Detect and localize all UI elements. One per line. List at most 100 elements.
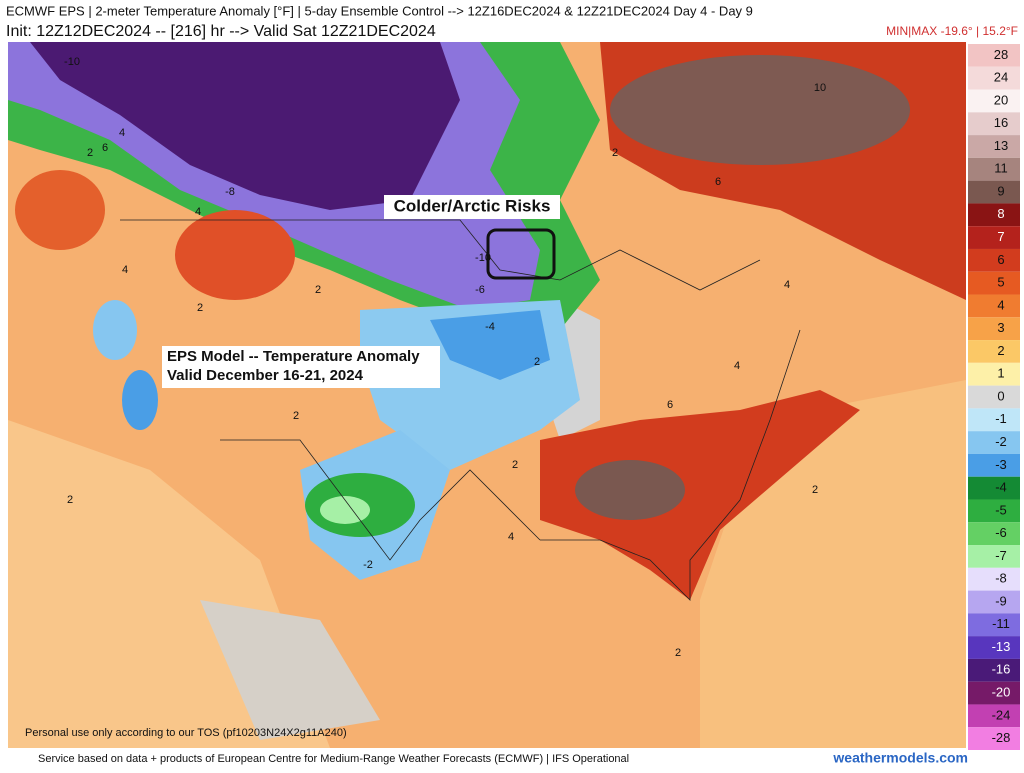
colorbar-label: -2 bbox=[995, 434, 1007, 449]
colorbar-cell bbox=[968, 499, 1020, 523]
risk-box bbox=[486, 228, 556, 280]
brown-region bbox=[575, 460, 685, 520]
border-line bbox=[220, 439, 541, 561]
contour-label: 4 bbox=[195, 206, 201, 218]
colorbar-label: 5 bbox=[997, 275, 1004, 290]
model-label: EPS Model -- Temperature Anomaly bbox=[167, 348, 420, 365]
colorbar-cell bbox=[968, 248, 1020, 272]
colorbar-label: -9 bbox=[995, 593, 1007, 608]
colorbar-cell bbox=[968, 112, 1020, 136]
colorbar-label: 11 bbox=[994, 161, 1008, 176]
colorbar-cell bbox=[968, 89, 1020, 113]
colorbar-cell bbox=[968, 203, 1020, 227]
colorbar-label: 0 bbox=[997, 388, 1004, 403]
colorbar-label: 28 bbox=[994, 47, 1008, 62]
blue-patch bbox=[122, 370, 158, 430]
colorbar-cell bbox=[968, 636, 1020, 659]
colorbar-cell bbox=[968, 180, 1020, 204]
colorbar-cell bbox=[968, 362, 1020, 386]
colorbar-cell bbox=[968, 271, 1020, 295]
model-label-bg bbox=[162, 346, 440, 388]
colorbar-cell bbox=[968, 658, 1020, 682]
colorbar-cell bbox=[968, 226, 1020, 249]
contour-label: 2 bbox=[512, 459, 518, 471]
colorbar-cell bbox=[968, 613, 1020, 637]
contour-label: 4 bbox=[122, 264, 128, 276]
colorbar-label: 24 bbox=[994, 70, 1008, 85]
colorbar-cell bbox=[968, 66, 1020, 90]
colorbar-cell bbox=[968, 340, 1020, 363]
contour-label: 2 bbox=[293, 410, 299, 422]
contour-label: 2 bbox=[197, 302, 203, 314]
colorbar-label: -24 bbox=[992, 707, 1011, 722]
contour-label: 6 bbox=[667, 399, 673, 411]
colorbar-cell bbox=[968, 431, 1020, 454]
contour-label: 6 bbox=[715, 176, 721, 188]
colorbar-cell bbox=[968, 135, 1020, 158]
contour-label: 6 bbox=[102, 142, 108, 154]
brown-region bbox=[610, 55, 910, 165]
blue-core bbox=[430, 310, 550, 380]
coast-line bbox=[540, 329, 801, 601]
colorbar-cell bbox=[968, 385, 1020, 409]
warm-patch bbox=[175, 210, 295, 300]
contour-label: 2 bbox=[612, 147, 618, 159]
colorbar-cell bbox=[968, 545, 1020, 568]
colorbar-label: -1 bbox=[995, 411, 1007, 426]
colorbar-label: -3 bbox=[995, 457, 1007, 472]
init-line: Init: 12Z12DEC2024 -- [216] hr --> Valid… bbox=[6, 23, 436, 40]
colorbar-label: 2 bbox=[997, 343, 1004, 358]
valid-label: Valid December 16-21, 2024 bbox=[167, 367, 364, 384]
border-line bbox=[120, 219, 761, 291]
colorbar-label: 8 bbox=[997, 206, 1004, 221]
colorbar-cell bbox=[968, 476, 1020, 500]
colorbar-label: 20 bbox=[994, 92, 1008, 107]
colorbar-cell bbox=[968, 522, 1020, 546]
colorbar-label: -7 bbox=[995, 548, 1007, 563]
title: ECMWF EPS | 2-meter Temperature Anomaly … bbox=[6, 3, 753, 18]
colorbar: 28 24 20 16 13 11 9 8 7 6 5 4 3 2 1 0 -1 -2 -3 -4 -5 -6 -7 -8 -9… bbox=[968, 44, 1020, 750]
contour-label: 2 bbox=[315, 284, 321, 296]
colorbar-cell bbox=[968, 294, 1020, 318]
colorbar-cell bbox=[968, 567, 1020, 591]
colorbar-label: -13 bbox=[992, 639, 1011, 654]
contour-label: 4 bbox=[784, 279, 790, 291]
colorbar-label: -6 bbox=[995, 525, 1007, 540]
purple-region bbox=[30, 42, 460, 210]
colorbar-label: 13 bbox=[994, 138, 1008, 153]
contour-label: -10 bbox=[64, 56, 80, 68]
contour-label: 2 bbox=[67, 494, 73, 506]
contour-label: -6 bbox=[475, 284, 485, 296]
min-max: MIN|MAX -19.6° | 15.2°F bbox=[886, 24, 1018, 38]
colorbar-cell bbox=[968, 681, 1020, 705]
colorbar-label: -8 bbox=[995, 571, 1007, 586]
neutral-area bbox=[200, 600, 380, 740]
contour-label: 4 bbox=[119, 127, 125, 139]
source-note: Service based on data + products of Euro… bbox=[38, 753, 629, 765]
colorbar-label: -4 bbox=[995, 480, 1007, 495]
colorbar-label: 6 bbox=[997, 252, 1004, 267]
tos-note: Personal use only according to our TOS (… bbox=[25, 727, 347, 739]
colorbar-cell bbox=[968, 157, 1020, 181]
contour-label: -2 bbox=[363, 559, 373, 571]
colorbar-label: -11 bbox=[992, 616, 1010, 631]
warm-region bbox=[540, 390, 860, 600]
colorbar-label: -28 bbox=[992, 730, 1011, 745]
colorbar-cell bbox=[968, 453, 1020, 477]
blue-patch bbox=[93, 300, 137, 360]
colorbar-label: 7 bbox=[997, 229, 1004, 244]
colorbar-label: -16 bbox=[992, 662, 1011, 677]
contour-label: 4 bbox=[734, 360, 740, 372]
contour-label: 2 bbox=[87, 147, 93, 159]
colorbar-cell bbox=[968, 44, 1020, 67]
colorbar-label: 16 bbox=[994, 115, 1008, 130]
contour-label: 2 bbox=[534, 356, 540, 368]
colorbar-label: 4 bbox=[997, 297, 1004, 312]
colorbar-cell bbox=[968, 317, 1020, 341]
site-name: weathermodels.com bbox=[832, 750, 968, 766]
colorbar-label: 9 bbox=[997, 183, 1004, 198]
colorbar-label: -20 bbox=[992, 685, 1011, 700]
